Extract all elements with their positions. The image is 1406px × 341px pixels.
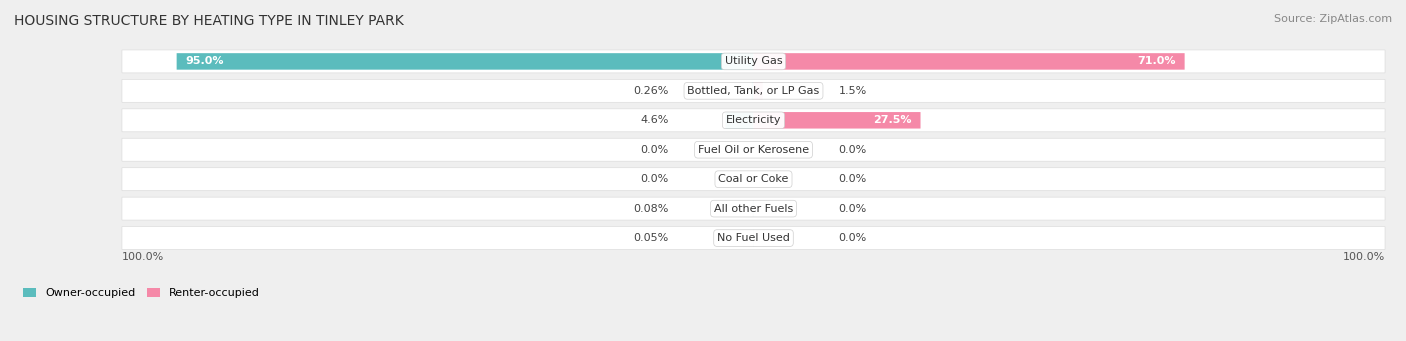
FancyBboxPatch shape (725, 112, 754, 129)
Text: Electricity: Electricity (725, 115, 782, 125)
FancyBboxPatch shape (754, 53, 1185, 70)
Text: HOUSING STRUCTURE BY HEATING TYPE IN TINLEY PARK: HOUSING STRUCTURE BY HEATING TYPE IN TIN… (14, 14, 404, 28)
FancyBboxPatch shape (122, 109, 1385, 132)
Text: All other Fuels: All other Fuels (714, 204, 793, 213)
Text: 1.5%: 1.5% (838, 86, 866, 96)
Text: Utility Gas: Utility Gas (724, 56, 782, 66)
Text: 100.0%: 100.0% (1343, 252, 1385, 262)
Legend: Owner-occupied, Renter-occupied: Owner-occupied, Renter-occupied (18, 283, 264, 302)
Text: 0.08%: 0.08% (633, 204, 668, 213)
Text: Source: ZipAtlas.com: Source: ZipAtlas.com (1274, 14, 1392, 24)
Text: Coal or Coke: Coal or Coke (718, 174, 789, 184)
Text: 27.5%: 27.5% (873, 115, 911, 125)
FancyBboxPatch shape (754, 112, 921, 129)
Text: 71.0%: 71.0% (1137, 56, 1175, 66)
FancyBboxPatch shape (122, 197, 1385, 220)
Text: 0.0%: 0.0% (838, 174, 866, 184)
Text: 4.6%: 4.6% (640, 115, 668, 125)
FancyBboxPatch shape (754, 83, 762, 99)
Text: Fuel Oil or Kerosene: Fuel Oil or Kerosene (697, 145, 808, 155)
Text: No Fuel Used: No Fuel Used (717, 233, 790, 243)
FancyBboxPatch shape (122, 79, 1385, 102)
Text: 0.0%: 0.0% (838, 233, 866, 243)
Text: 0.26%: 0.26% (633, 86, 668, 96)
Text: 0.05%: 0.05% (633, 233, 668, 243)
FancyBboxPatch shape (177, 53, 754, 70)
FancyBboxPatch shape (122, 168, 1385, 191)
FancyBboxPatch shape (752, 83, 754, 99)
Text: 100.0%: 100.0% (122, 252, 165, 262)
Text: 0.0%: 0.0% (838, 204, 866, 213)
FancyBboxPatch shape (122, 50, 1385, 73)
Text: 0.0%: 0.0% (640, 145, 668, 155)
Text: 95.0%: 95.0% (186, 56, 225, 66)
Text: Bottled, Tank, or LP Gas: Bottled, Tank, or LP Gas (688, 86, 820, 96)
FancyBboxPatch shape (122, 226, 1385, 250)
Text: 0.0%: 0.0% (640, 174, 668, 184)
Text: 0.0%: 0.0% (838, 145, 866, 155)
FancyBboxPatch shape (122, 138, 1385, 161)
